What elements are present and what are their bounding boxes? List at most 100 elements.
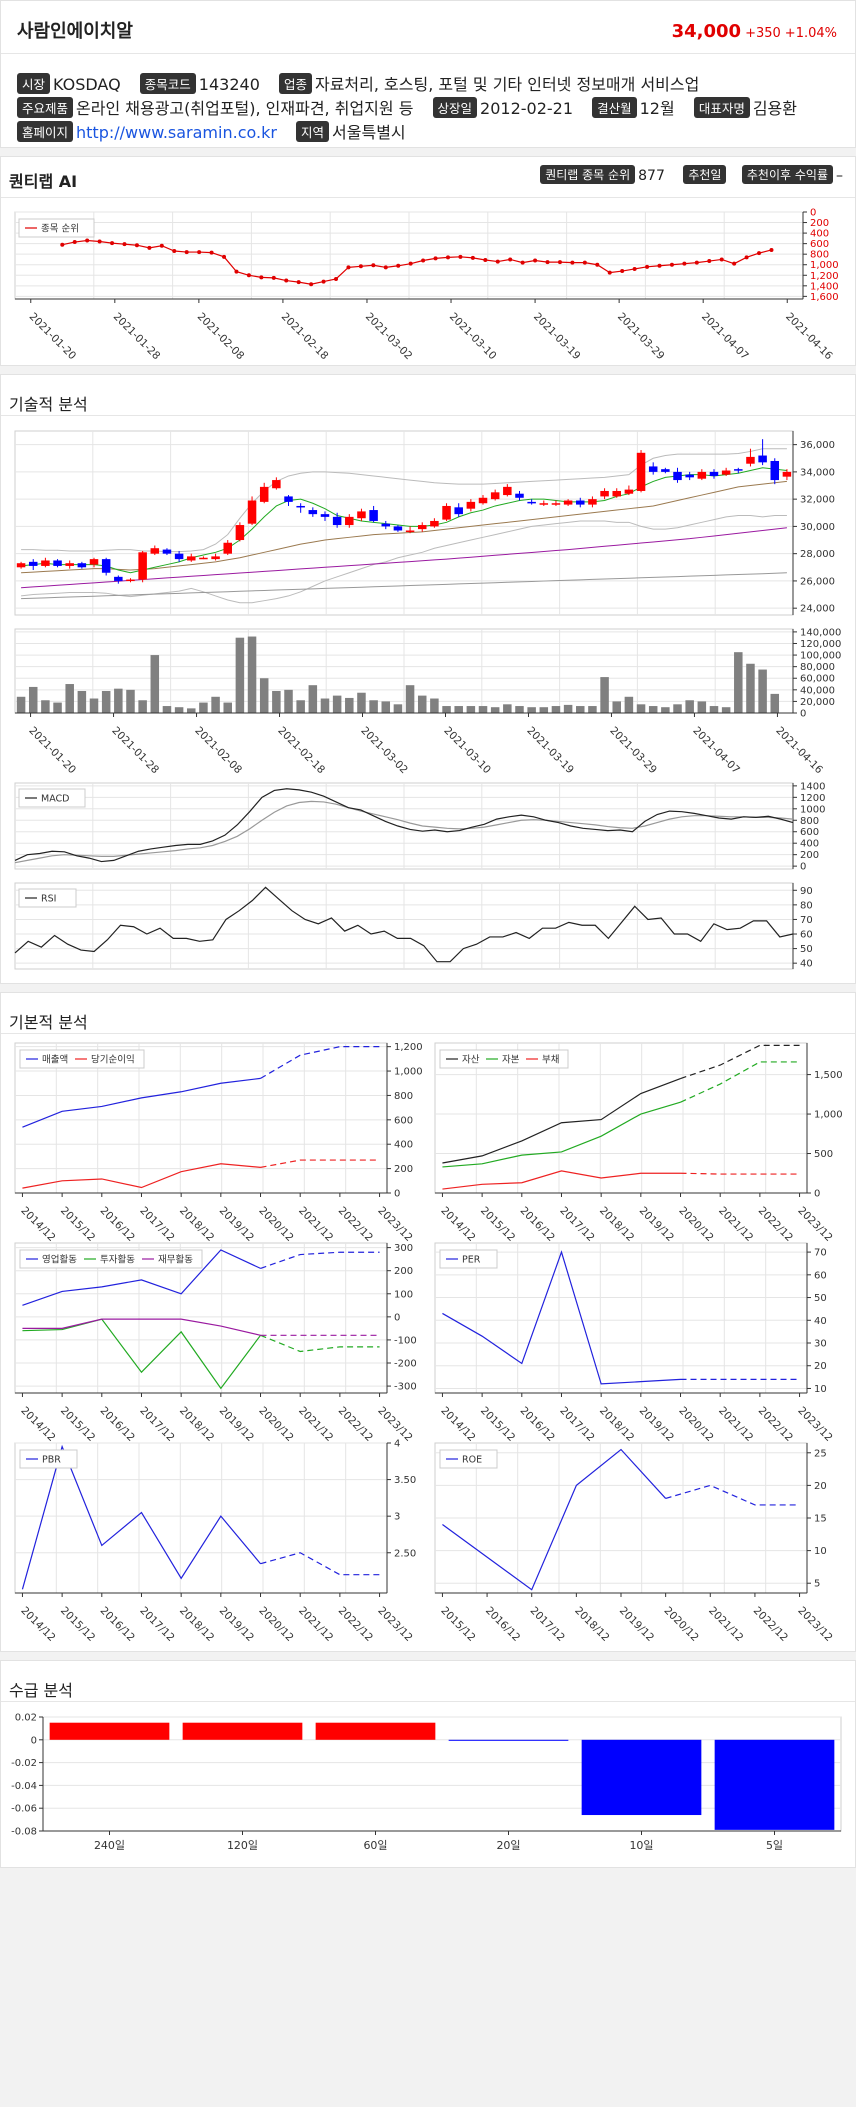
data-point	[458, 254, 463, 259]
y-tick-label: 3	[394, 1512, 400, 1523]
volume-bar	[114, 688, 123, 713]
candle-body	[746, 456, 755, 464]
volume-bar	[746, 663, 755, 713]
x-tick-label: 2014/12	[18, 1605, 57, 1644]
y-tick-label: 24,000	[800, 604, 835, 615]
candle-body	[503, 486, 512, 496]
x-tick-label: 2021-03-19	[524, 725, 576, 777]
data-point	[421, 258, 426, 263]
y-tick-label: 20,000	[800, 697, 835, 708]
data-point	[769, 247, 774, 252]
x-tick-label: 2014/12	[438, 1205, 477, 1244]
quantilab-stats: 퀀티랩 종목 순위 877 추천일 추천이후 수익률 –	[540, 165, 843, 184]
candle-body	[661, 469, 670, 472]
y-tick-label: 36,000	[800, 440, 835, 451]
ceo-value: 김용환	[752, 99, 797, 118]
industry-value: 자료처리, 호스팅, 포털 및 기타 인터넷 정보매개 서비스업	[314, 75, 700, 94]
data-point	[284, 278, 289, 283]
y-tick-label: 40,000	[800, 685, 835, 696]
volume-bar	[417, 695, 427, 713]
series-자본-forecast	[680, 1061, 800, 1103]
listed-tag: 상장일	[432, 97, 478, 118]
legend-label: ROE	[462, 1455, 482, 1466]
volume-bar	[673, 704, 682, 713]
y-tick-label: 15	[814, 1514, 827, 1525]
candle-body	[259, 486, 269, 502]
data-point	[396, 263, 401, 268]
data-point	[757, 251, 762, 256]
legend-label: 부채	[542, 1055, 559, 1066]
series-PBR-forecast	[260, 1552, 380, 1576]
price-change-pct: +1.04%	[784, 26, 837, 41]
x-tick-label: 2018/12	[572, 1605, 611, 1644]
category-label: 10일	[629, 1838, 653, 1852]
y-tick-label: 400	[394, 1140, 413, 1151]
x-tick-label: 2016/12	[518, 1205, 557, 1244]
candle-body	[709, 471, 719, 476]
fiscal-tag: 결산월	[592, 97, 637, 118]
y-tick-label: 0.02	[15, 1713, 37, 1724]
x-tick-label: 2021-01-28	[111, 311, 163, 363]
volume-bar	[223, 702, 232, 713]
y-tick-label: 600	[810, 239, 829, 250]
ma120-line	[21, 572, 787, 600]
y-tick-label: 80,000	[800, 662, 835, 673]
supply-title: 수급 분석	[9, 1681, 73, 1700]
volume-bar	[466, 706, 476, 713]
category-label: 240일	[94, 1838, 125, 1852]
x-tick-label: 2022/12	[336, 1205, 375, 1244]
x-tick-label: 2016/12	[98, 1605, 137, 1644]
supply-bar	[581, 1739, 702, 1816]
supply-chart: 0.02 0 -0.02 -0.04 -0.06 -0.08 240일 120일 60일 20일 1…	[11, 1713, 842, 1852]
candle-body	[369, 510, 378, 521]
data-point	[159, 243, 164, 248]
volume-bar	[16, 696, 26, 713]
volume-bar	[661, 707, 670, 713]
info-row-2: 주요제품 온라인 채용광고(취업포털), 인재파견, 취업지원 등 상장일 2012…	[17, 95, 811, 119]
x-tick-label: 2015/12	[478, 1205, 517, 1244]
y-tick-label: 300	[394, 1243, 413, 1254]
x-tick-label: 2015/12	[478, 1405, 517, 1444]
x-tick-label: 2022/12	[756, 1205, 795, 1244]
data-point	[371, 263, 376, 268]
volume-bar	[539, 707, 549, 713]
y-tick-label: 1,200	[810, 271, 839, 282]
x-tick-label: 2014/12	[18, 1405, 57, 1444]
x-tick-label: 2022/12	[751, 1605, 790, 1644]
volume-bar	[721, 707, 731, 713]
y-tick-label: 400	[800, 839, 819, 850]
legend-label: 종목 순위	[41, 223, 79, 235]
candle-body	[308, 510, 318, 515]
candle-body	[417, 525, 427, 530]
x-tick-label: 2021/12	[296, 1205, 335, 1244]
candle-body	[16, 563, 26, 568]
y-tick-label: 200	[394, 1164, 413, 1175]
data-point	[520, 260, 525, 265]
data-point	[582, 260, 587, 265]
volume-bar	[187, 708, 196, 713]
x-tick-label: 2021-04-07	[690, 725, 742, 777]
legend-label: 매출액	[42, 1054, 68, 1066]
y-tick-label: 50	[814, 1293, 827, 1304]
technical-card: 기술적 분석 24,000 26,000 28,000 30,000 32,000 34,…	[0, 374, 856, 984]
x-tick-label: 2021-04-16	[773, 725, 825, 777]
y-tick-label: 0	[800, 862, 806, 873]
data-point	[334, 276, 339, 281]
x-tick-label: 2018/12	[177, 1405, 216, 1444]
volume-bar	[53, 702, 62, 713]
rsi-line	[14, 886, 794, 963]
y-tick-label: -0.08	[11, 1827, 37, 1838]
x-tick-label: 2016/12	[98, 1205, 137, 1244]
volume-bar	[551, 706, 561, 713]
homepage-link[interactable]: http://www.saramin.co.kr	[76, 123, 277, 142]
volume-bar	[272, 690, 281, 713]
volume-bar	[235, 637, 245, 713]
x-tick-label: 2023/12	[375, 1205, 414, 1244]
ceo-tag: 대표자명	[693, 97, 750, 118]
x-tick-label: 2021-02-18	[275, 725, 327, 777]
x-tick-label: 2019/12	[217, 1405, 256, 1444]
supply-bar	[448, 1739, 569, 1741]
volume-bar	[296, 700, 305, 713]
candle-body	[442, 505, 451, 520]
supply-bar	[49, 1722, 170, 1740]
